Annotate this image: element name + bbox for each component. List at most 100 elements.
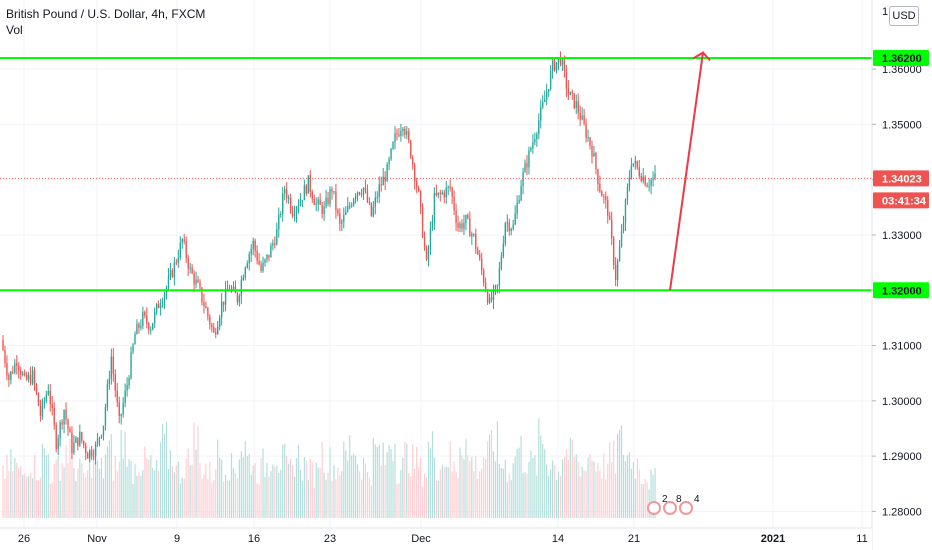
time-tick-label: Dec [411,533,431,545]
candle-body [311,191,313,199]
candle-body [575,101,577,108]
volume-bar [51,482,53,518]
volume-bar [179,483,181,518]
volume-bar [597,463,599,518]
candle-body [187,258,189,269]
volume-bar [467,455,469,518]
candle-body [640,175,642,182]
volume-bar [187,448,189,518]
candle-body [183,239,185,242]
volume-bar [384,464,386,518]
price-axis: 1.360001.350001.340001.330001.320001.310… [871,0,932,550]
volume-bar [485,459,487,518]
volume-label[interactable]: Vol [6,23,23,37]
candle-body [605,196,607,201]
candle-body [512,224,514,229]
volume-bar [347,460,349,518]
candle-body [209,316,211,325]
volume-bar [552,460,554,518]
volume-bar [45,455,47,518]
candle-body [90,450,93,457]
candle-body [27,374,30,380]
volume-bar [100,457,103,518]
volume-bar [449,441,451,518]
volume-bar [282,444,284,518]
resistance-badge: 1.36200 [882,53,922,65]
volume-bar [291,465,294,518]
volume-bar [102,478,105,518]
candle-body [43,400,46,402]
volume-bar [268,476,270,518]
volume-bar [307,479,309,518]
candle-body [57,438,59,450]
candle-body [266,254,268,260]
candle-body [480,258,483,271]
volume-bar [73,468,75,518]
volume-bar [6,454,8,518]
volume-bar [136,475,138,518]
volume-bar [20,466,22,518]
candle-body [477,249,479,255]
candle-body [12,371,14,373]
volume-bar [293,476,296,518]
volume-bar [238,459,240,518]
candle-body [439,192,442,194]
volume-bar [65,445,67,518]
candle-body [488,297,491,303]
candle-body [39,405,42,416]
volume-bar [108,440,110,518]
candle-body [451,187,453,197]
volume-bar [303,457,305,518]
volume-bar [457,477,459,518]
candle-body [31,370,34,384]
last-price-badge: 1.34023 [882,173,922,185]
candle-body [378,184,380,197]
volume-bar [167,469,170,518]
candle-body [347,205,349,212]
volume-bar [506,482,508,518]
candle-body [542,102,544,108]
volume-bar [43,448,45,518]
currency-button[interactable]: USD [889,6,919,26]
volume-bar [142,470,144,518]
candle-body [124,390,126,403]
chart-legend: British Pound / U.S. Dollar, 4h, FXCM Vo… [6,6,205,38]
candle-body [465,214,467,223]
candle-body [297,205,300,209]
volume-bar [398,483,400,518]
volume-bar [301,481,304,518]
volume-bar [488,434,491,518]
candle-body [203,302,205,307]
candle-body [386,164,388,182]
time-tick-label: 16 [248,533,260,545]
candle-body [626,186,629,201]
volume-bar [12,471,14,518]
candle-body [482,270,485,284]
candle-body [20,370,22,375]
volume-bar [311,461,313,518]
symbol-title[interactable]: British Pound / U.S. Dollar, 4h, FXCM [6,7,206,21]
volume-bar [193,422,195,518]
volume-bar [546,464,548,518]
candle-body [571,91,573,94]
candle-body [538,120,540,135]
volume-bar [152,467,154,518]
volume-bar [10,449,12,518]
volume-bar [437,480,439,518]
volume-bar [644,478,646,518]
candle-body [150,329,152,331]
candle-body [349,205,351,207]
volume-bar [173,472,175,518]
volume-bar [278,472,280,518]
candle-body [201,287,203,303]
volume-bar [189,465,191,518]
candle-body [589,137,591,146]
candle-body [18,365,20,371]
price-tick-label: 1.28000 [882,506,922,518]
volume-bar [232,468,235,518]
volume-bar [286,456,288,518]
volume-bar [26,477,28,518]
candle-body [614,264,617,280]
